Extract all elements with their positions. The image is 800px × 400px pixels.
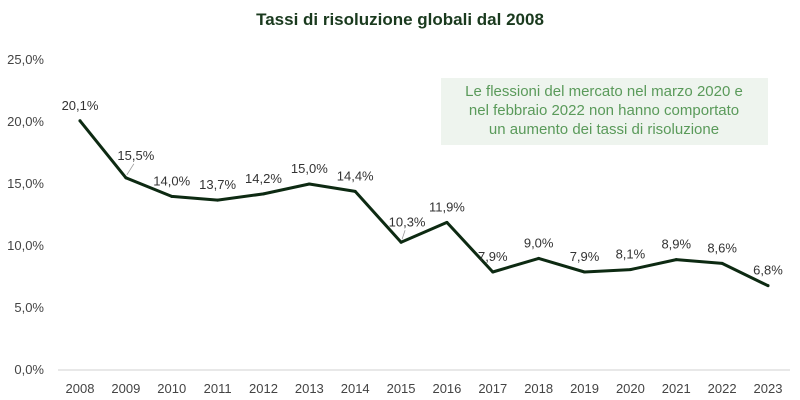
data-point (537, 256, 541, 260)
label-leader-line (126, 163, 135, 176)
data-point (261, 192, 265, 196)
data-label: 14,2% (245, 171, 282, 186)
x-tick-label: 2017 (478, 381, 507, 396)
data-point (583, 270, 587, 274)
x-tick-label: 2010 (157, 381, 186, 396)
data-label: 9,0% (524, 235, 554, 250)
x-tick-label: 2016 (432, 381, 461, 396)
data-label: 20,1% (62, 98, 99, 113)
data-label: 7,9% (570, 249, 600, 264)
data-label: 8,6% (707, 240, 737, 255)
x-tick-label: 2018 (524, 381, 553, 396)
data-label: 13,7% (199, 177, 236, 192)
x-tick-label: 2011 (204, 381, 232, 396)
y-tick-label: 5,0% (14, 300, 44, 315)
data-label: 14,0% (153, 173, 190, 188)
data-label: 10,3% (389, 214, 426, 229)
data-point (353, 189, 357, 193)
y-tick-label: 0,0% (14, 362, 44, 377)
x-tick-label: 2008 (66, 381, 95, 396)
annotation-box: Le flessioni del mercato nel marzo 2020 … (441, 78, 768, 145)
data-label: 6,8% (753, 263, 783, 278)
annotation-line-3: un aumento dei tassi di risoluzione (489, 121, 719, 138)
data-point (766, 284, 770, 288)
y-tick-label: 10,0% (7, 238, 44, 253)
data-label: 15,5% (117, 148, 154, 163)
series-group (78, 119, 770, 288)
data-labels: 20,1% 15,5% 14,0% 13,7% 14,2% 15,0% 14,4% 10,3%… (62, 98, 784, 278)
y-tick-label: 25,0% (7, 52, 44, 67)
data-point (628, 268, 632, 272)
x-tick-label: 2020 (616, 381, 645, 396)
label-leader-line (401, 230, 406, 240)
data-point (78, 119, 82, 123)
data-label: 14,4% (337, 168, 374, 183)
series-line (78, 119, 770, 288)
x-tick-label: 2012 (249, 381, 278, 396)
x-tick-label: 2014 (341, 381, 370, 396)
data-point (170, 194, 174, 198)
data-label: 11,9% (429, 199, 465, 214)
data-point (720, 261, 724, 265)
x-tick-label: 2015 (387, 381, 416, 396)
data-label: 7,9% (478, 249, 508, 264)
x-tick-label: 2021 (662, 381, 691, 396)
y-tick-label: 15,0% (7, 176, 44, 191)
annotation-line-2: nel febbraio 2022 non hanno comportato (469, 102, 739, 119)
x-tick-label: 2009 (111, 381, 140, 396)
data-point (674, 258, 678, 262)
data-label: 8,1% (616, 247, 646, 262)
data-point (124, 176, 128, 180)
annotation-line-1: Le flessioni del mercato nel marzo 2020 … (465, 83, 743, 100)
x-tick-label: 2022 (708, 381, 737, 396)
data-point (491, 270, 495, 274)
data-point (399, 240, 403, 244)
x-tick-label: 2013 (295, 381, 324, 396)
y-tick-label: 20,0% (7, 114, 44, 129)
x-axis: 2008 2009 2010 2011 2012 2013 2014 2015 2016 2017… (58, 369, 790, 396)
data-label: 8,9% (661, 237, 691, 252)
chart-title: Tassi di risoluzione globali dal 2008 (256, 10, 544, 29)
data-point (445, 220, 449, 224)
annotation-background (441, 78, 768, 145)
data-point (216, 198, 220, 202)
y-axis: 0,0% 5,0% 10,0% 15,0% 20,0% 25,0% (7, 52, 44, 377)
x-tick-label: 2019 (570, 381, 599, 396)
data-label: 15,0% (291, 161, 328, 176)
data-point (307, 182, 311, 186)
x-tick-label: 2023 (754, 381, 783, 396)
